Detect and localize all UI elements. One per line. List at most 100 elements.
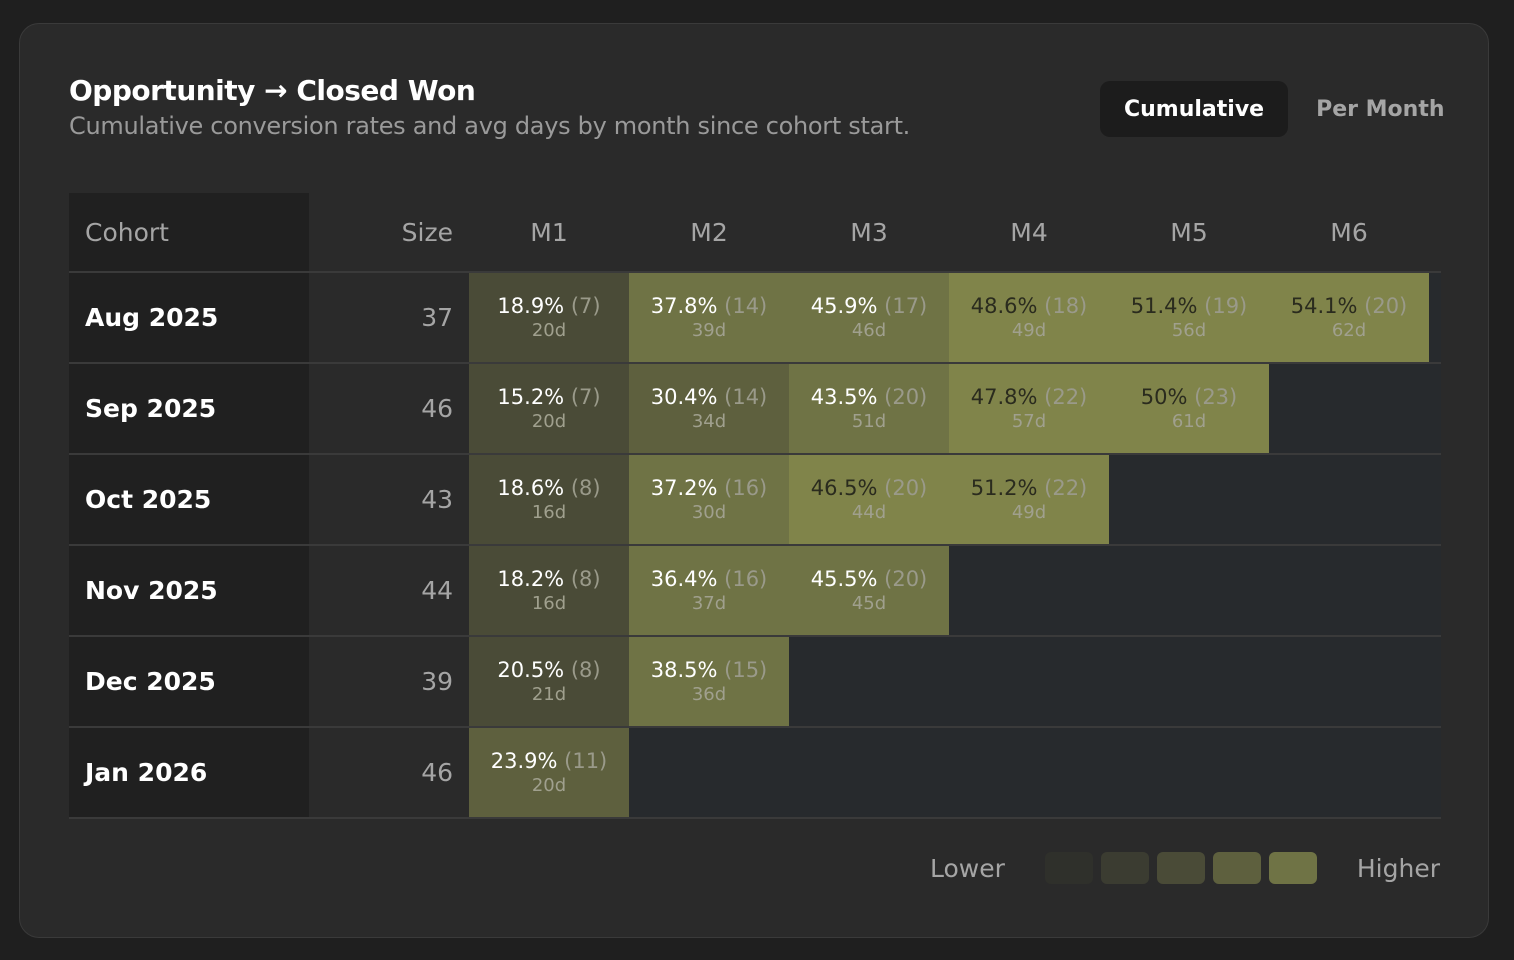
heatmap-cell[interactable]: 50% (23) 61d: [1109, 364, 1269, 453]
avg-days: 34d: [691, 411, 727, 432]
avg-days: 44d: [851, 502, 887, 523]
month-cells: 18.6% (8) 16d 37.2% (16) 30d 46.5% (20) 44d 51…: [469, 455, 1441, 544]
conversion-rate: 30.4% (14): [650, 385, 768, 409]
legend-swatch: [1268, 852, 1317, 884]
avg-days: 39d: [691, 320, 727, 341]
conversion-count: (17): [884, 294, 928, 318]
cohort-table: Cohort Size M1 M2 M3 M4 M5 M6 Aug 2025 37…: [69, 193, 1441, 819]
column-header-m4: M4: [1010, 217, 1048, 247]
column-header-m3: M3: [850, 217, 888, 247]
heatmap-cell[interactable]: 37.2% (16) 30d: [629, 455, 789, 544]
avg-days: 16d: [531, 593, 567, 614]
view-toggle: Cumulative Per Month: [1100, 81, 1469, 137]
month-cells: 23.9% (11) 20d: [469, 728, 1441, 817]
heatmap-cell[interactable]: 51.4% (19) 56d: [1109, 273, 1269, 362]
conversion-rate: 15.2% (7): [497, 385, 601, 409]
avg-days: 36d: [691, 684, 727, 705]
heatmap-cell[interactable]: 20.5% (8) 21d: [469, 637, 629, 726]
heatmap-cell[interactable]: 18.2% (8) 16d: [469, 546, 629, 635]
avg-days: 21d: [531, 684, 567, 705]
conversion-rate: 18.9% (7): [497, 294, 601, 318]
conversion-count: (11): [564, 749, 608, 773]
conversion-rate: 23.9% (11): [490, 749, 608, 773]
conversion-rate: 47.8% (22): [970, 385, 1088, 409]
avg-days: 49d: [1011, 502, 1047, 523]
heatmap-cell[interactable]: 45.9% (17) 46d: [789, 273, 949, 362]
column-header-m6: M6: [1330, 217, 1368, 247]
column-header-m1: M1: [530, 217, 568, 247]
cohort-size: 46: [421, 758, 453, 787]
conversion-rate: 46.5% (20): [810, 476, 928, 500]
conversion-count: (20): [884, 385, 928, 409]
heatmap-cell[interactable]: 15.2% (7) 20d: [469, 364, 629, 453]
cohort-label: Oct 2025: [69, 455, 309, 544]
heatmap-cell[interactable]: 18.6% (8) 16d: [469, 455, 629, 544]
heatmap-cell[interactable]: 18.9% (7) 20d: [469, 273, 629, 362]
conversion-rate: 45.9% (17): [810, 294, 928, 318]
cohort-label: Nov 2025: [69, 546, 309, 635]
conversion-count: (20): [884, 567, 928, 591]
legend-higher-label: Higher: [1356, 853, 1440, 883]
conversion-count: (18): [1044, 294, 1088, 318]
heatmap-cell[interactable]: 54.1% (20) 62d: [1269, 273, 1429, 362]
conversion-count: (20): [884, 476, 928, 500]
conversion-rate: 54.1% (20): [1290, 294, 1408, 318]
heatmap-cell[interactable]: 36.4% (16) 37d: [629, 546, 789, 635]
cohort-label: Dec 2025: [69, 637, 309, 726]
conversion-count: (16): [724, 567, 768, 591]
avg-days: 61d: [1171, 411, 1207, 432]
conversion-count: (19): [1204, 294, 1248, 318]
conversion-rate: 43.5% (20): [810, 385, 928, 409]
table-row: Dec 2025 39 20.5% (8) 21d 38.5% (15) 36d: [69, 637, 1441, 728]
heatmap-cell[interactable]: 46.5% (20) 44d: [789, 455, 949, 544]
cohort-size: 46: [421, 394, 453, 423]
conversion-count: (22): [1044, 476, 1088, 500]
conversion-count: (7): [570, 294, 601, 318]
heatmap-cell[interactable]: 37.8% (14) 39d: [629, 273, 789, 362]
toggle-per-month[interactable]: Per Month: [1316, 96, 1445, 122]
avg-days: 56d: [1171, 320, 1207, 341]
cohort-card: Opportunity → Closed Won Cumulative conv…: [19, 23, 1489, 938]
heatmap-cell[interactable]: 48.6% (18) 49d: [949, 273, 1109, 362]
conversion-count: (8): [570, 476, 601, 500]
heatmap-cell[interactable]: 43.5% (20) 51d: [789, 364, 949, 453]
conversion-rate: 51.4% (19): [1130, 294, 1248, 318]
conversion-rate: 18.2% (8): [497, 567, 601, 591]
conversion-count: (22): [1044, 385, 1088, 409]
month-cells: 18.9% (7) 20d 37.8% (14) 39d 45.9% (17) 46d 48…: [469, 273, 1441, 362]
heatmap-cell[interactable]: 23.9% (11) 20d: [469, 728, 629, 817]
avg-days: 30d: [691, 502, 727, 523]
month-cells: 15.2% (7) 20d 30.4% (14) 34d 43.5% (20) 51d 47…: [469, 364, 1441, 453]
cohort-label: Sep 2025: [69, 364, 309, 453]
avg-days: 57d: [1011, 411, 1047, 432]
heatmap-cell[interactable]: 47.8% (22) 57d: [949, 364, 1109, 453]
conversion-rate: 20.5% (8): [497, 658, 601, 682]
table-row: Sep 2025 46 15.2% (7) 20d 30.4% (14) 34d 43.5%…: [69, 364, 1441, 455]
table-header: Cohort Size M1 M2 M3 M4 M5 M6: [69, 193, 1441, 273]
table-row: Oct 2025 43 18.6% (8) 16d 37.2% (16) 30d 46.5%…: [69, 455, 1441, 546]
month-cells: 20.5% (8) 21d 38.5% (15) 36d: [469, 637, 1441, 726]
heatmap-cell[interactable]: 51.2% (22) 49d: [949, 455, 1109, 544]
avg-days: 46d: [851, 320, 887, 341]
heatmap-cell[interactable]: 30.4% (14) 34d: [629, 364, 789, 453]
cohort-size: 39: [421, 667, 453, 696]
toggle-cumulative[interactable]: Cumulative: [1100, 81, 1289, 137]
column-header-m5: M5: [1170, 217, 1208, 247]
avg-days: 20d: [531, 411, 567, 432]
conversion-rate: 50% (23): [1140, 385, 1238, 409]
avg-days: 16d: [531, 502, 567, 523]
heatmap-cell[interactable]: 38.5% (15) 36d: [629, 637, 789, 726]
month-cells: 18.2% (8) 16d 36.4% (16) 37d 45.5% (20) 45d: [469, 546, 1441, 635]
conversion-rate: 36.4% (16): [650, 567, 768, 591]
avg-days: 20d: [531, 775, 567, 796]
legend-swatch: [1100, 852, 1149, 884]
table-row: Aug 2025 37 18.9% (7) 20d 37.8% (14) 39d 45.9%…: [69, 273, 1441, 364]
conversion-rate: 48.6% (18): [970, 294, 1088, 318]
conversion-count: (8): [570, 658, 601, 682]
heatmap-cell[interactable]: 45.5% (20) 45d: [789, 546, 949, 635]
conversion-count: (7): [570, 385, 601, 409]
conversion-rate: 18.6% (8): [497, 476, 601, 500]
conversion-count: (20): [1364, 294, 1408, 318]
color-legend: Lower Higher: [930, 852, 1440, 884]
avg-days: 20d: [531, 320, 567, 341]
